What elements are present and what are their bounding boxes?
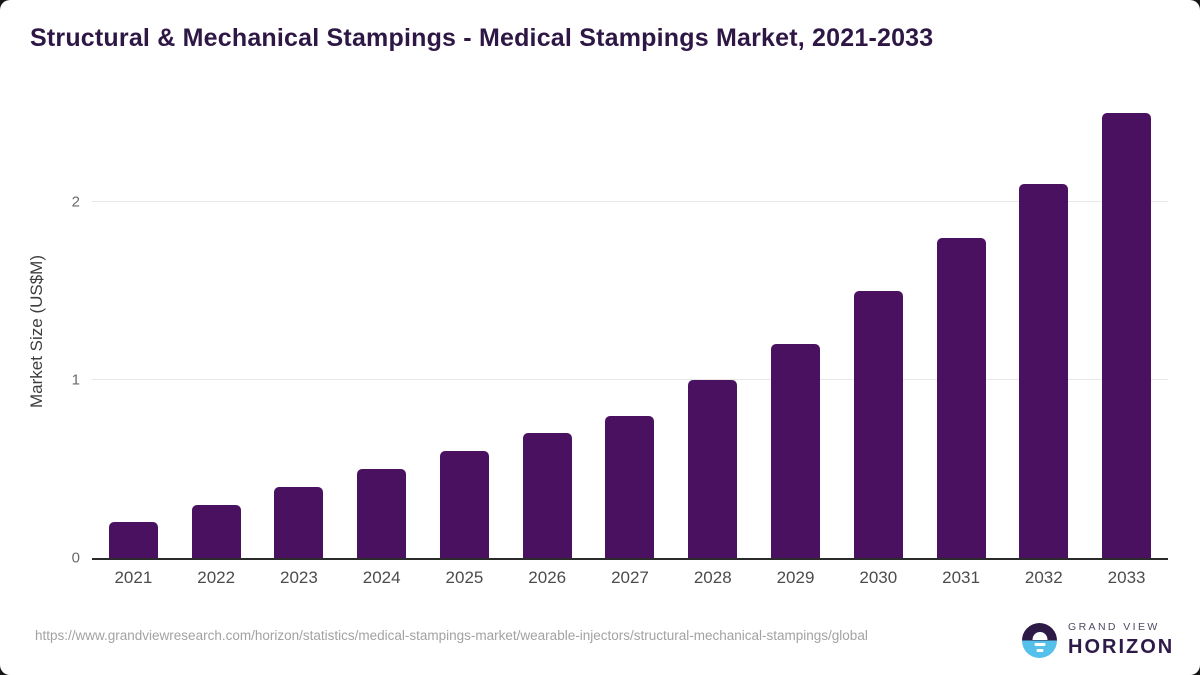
x-tick-label: 2021 — [114, 568, 153, 587]
bar-slot — [258, 105, 341, 558]
logo-brand-name: GRAND VIEW — [1068, 621, 1160, 633]
bar-2022[interactable] — [191, 505, 241, 558]
bar-2027[interactable] — [605, 416, 655, 558]
x-tick-label: 2029 — [776, 568, 815, 587]
gridline — [92, 379, 1168, 380]
chart-title: Structural & Mechanical Stampings - Medi… — [30, 24, 934, 52]
bar-2030[interactable] — [853, 291, 903, 558]
bar-slot — [754, 105, 837, 558]
bar-2031[interactable] — [936, 238, 986, 558]
x-tick-label: 2022 — [197, 568, 236, 587]
bar-2024[interactable] — [357, 469, 407, 558]
horizon-sun-dome — [1032, 632, 1047, 640]
bar-slot — [506, 105, 589, 558]
bars-container — [92, 105, 1168, 558]
bar-slot — [423, 105, 506, 558]
x-axis-labels: 2021 2022 2023 2024 2025 2026 2027 2028 2029 2030… — [92, 568, 1168, 588]
bar-slot — [1002, 105, 1085, 558]
bar-slot — [837, 105, 920, 558]
bar-2032[interactable] — [1019, 184, 1069, 558]
x-tick-label: 2023 — [280, 568, 318, 587]
bar-slot — [589, 105, 672, 558]
gridline — [92, 201, 1168, 202]
x-tick-label: 2033 — [1107, 568, 1146, 587]
bar-slot — [1085, 105, 1168, 558]
x-tick-label: 2028 — [693, 568, 732, 587]
bar-2029[interactable] — [771, 344, 820, 558]
bar-2033[interactable] — [1102, 113, 1152, 558]
plot-area — [92, 105, 1168, 560]
x-tick-label: 2027 — [611, 568, 649, 587]
x-tick-label: 2024 — [362, 568, 401, 587]
grand-view-horizon-logo[interactable]: GRAND VIEW HORIZON — [1022, 621, 1174, 659]
logo-product-name: HORIZON — [1068, 636, 1175, 658]
y-tick-label: 1 — [71, 371, 80, 389]
y-axis-title-wrap: Market Size (US$M) — [24, 105, 50, 558]
x-tick-label: 2025 — [445, 568, 484, 587]
bar-2026[interactable] — [522, 433, 572, 558]
bar-2023[interactable] — [274, 487, 324, 558]
x-tick-label: 2031 — [942, 568, 980, 587]
bar-2025[interactable] — [439, 451, 489, 558]
bar-slot — [671, 105, 754, 558]
y-tick-label: 0 — [71, 549, 80, 567]
y-tick-label: 2 — [71, 193, 80, 211]
x-tick-label: 2030 — [859, 568, 898, 587]
bar-slot — [175, 105, 258, 558]
bar-slot — [920, 105, 1003, 558]
bar-slot — [92, 105, 175, 558]
bar-2021[interactable] — [108, 522, 158, 558]
horizon-sun-icon — [1022, 622, 1057, 658]
bar-2028[interactable] — [688, 380, 738, 558]
horizon-reflection-bar — [1036, 649, 1043, 652]
logo-text: GRAND VIEW HORIZON — [1068, 621, 1174, 659]
x-tick-label: 2026 — [528, 568, 567, 587]
source-url: https://www.grandviewresearch.com/horizo… — [35, 628, 868, 643]
x-tick-label: 2032 — [1024, 568, 1063, 587]
bar-slot — [340, 105, 423, 558]
horizon-reflection-bar — [1034, 643, 1045, 646]
